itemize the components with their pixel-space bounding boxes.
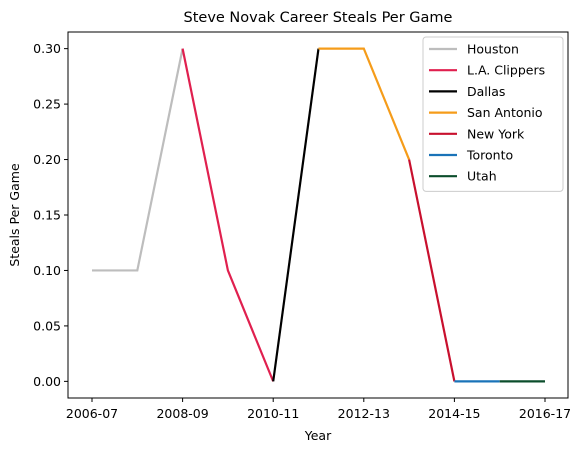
legend-label-san-antonio: San Antonio — [467, 105, 543, 120]
x-tick-label: 2006-07 — [66, 406, 118, 421]
y-tick-label: 0.15 — [33, 208, 61, 223]
y-tick-label: 0.05 — [33, 318, 61, 333]
plot-area: 0.00 0.05 0.10 0.15 0.20 0.25 0.30 2006-07 2008-… — [33, 31, 571, 421]
legend-label-toronto: Toronto — [466, 148, 513, 163]
y-tick-label: 0.00 — [33, 374, 61, 389]
legend-box — [422, 36, 564, 192]
y-tick-label: 0.10 — [33, 263, 61, 278]
y-tick-label: 0.30 — [33, 41, 61, 56]
series-line-new-york — [408, 159, 456, 382]
x-tick-label: 2014-15 — [428, 406, 480, 421]
x-tick-label: 2008-09 — [156, 406, 208, 421]
legend-label-l-a-clippers: L.A. Clippers — [467, 63, 545, 78]
series-line-san-antonio — [318, 47, 411, 160]
legend-label-utah: Utah — [467, 169, 497, 184]
legend-label-new-york: New York — [467, 126, 525, 141]
series-line-houston — [92, 48, 184, 272]
x-axis-label: Year — [304, 428, 332, 443]
legend-label-dallas: Dallas — [467, 84, 505, 99]
y-axis-label: Steals Per Game — [7, 163, 22, 267]
x-tick-label: 2010-11 — [247, 406, 299, 421]
legend: Houston L.A. Clippers Dallas San Antonio New… — [422, 36, 564, 192]
y-tick-label: 0.20 — [33, 152, 61, 167]
series-line-l-a-clippers — [181, 48, 275, 382]
chart-title: Steve Novak Career Steals Per Game — [184, 10, 453, 26]
legend-label-houston: Houston — [467, 42, 519, 57]
x-tick-label: 2012-13 — [338, 406, 390, 421]
series-line-dallas — [272, 48, 320, 382]
x-tick-label: 2016-17 — [519, 406, 571, 421]
y-tick-label: 0.25 — [33, 97, 61, 112]
